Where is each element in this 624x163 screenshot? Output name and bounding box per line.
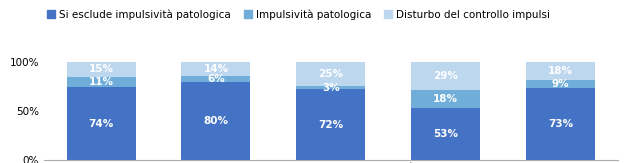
Bar: [67, 62, 135, 77]
Text: 80%: 80%: [203, 116, 228, 126]
Legend: Si esclude impulsività patologica, Impulsività patologica, Disturbo del controll: Si esclude impulsività patologica, Impul…: [42, 5, 555, 24]
Text: 72%: 72%: [318, 119, 343, 130]
Bar: [182, 76, 250, 82]
Bar: [296, 89, 365, 160]
Bar: [67, 87, 135, 160]
Text: 25%: 25%: [318, 69, 343, 79]
Bar: [526, 88, 595, 160]
Text: 18%: 18%: [548, 66, 573, 76]
Text: 6%: 6%: [207, 74, 225, 84]
Text: 14%: 14%: [203, 64, 228, 74]
Bar: [411, 90, 480, 108]
Bar: [182, 82, 250, 160]
Text: 73%: 73%: [548, 119, 573, 129]
Text: 53%: 53%: [433, 129, 458, 139]
Bar: [67, 77, 135, 87]
Bar: [526, 62, 595, 80]
Bar: [296, 86, 365, 89]
Bar: [182, 62, 250, 76]
Text: 9%: 9%: [552, 79, 569, 89]
Text: 15%: 15%: [89, 64, 114, 74]
Text: 74%: 74%: [89, 119, 114, 129]
Bar: [411, 62, 480, 90]
Bar: [526, 80, 595, 88]
Text: 18%: 18%: [433, 94, 458, 104]
Text: 11%: 11%: [89, 77, 114, 87]
Bar: [296, 62, 365, 86]
Text: 3%: 3%: [322, 83, 339, 93]
Bar: [411, 108, 480, 160]
Text: 29%: 29%: [433, 71, 458, 81]
